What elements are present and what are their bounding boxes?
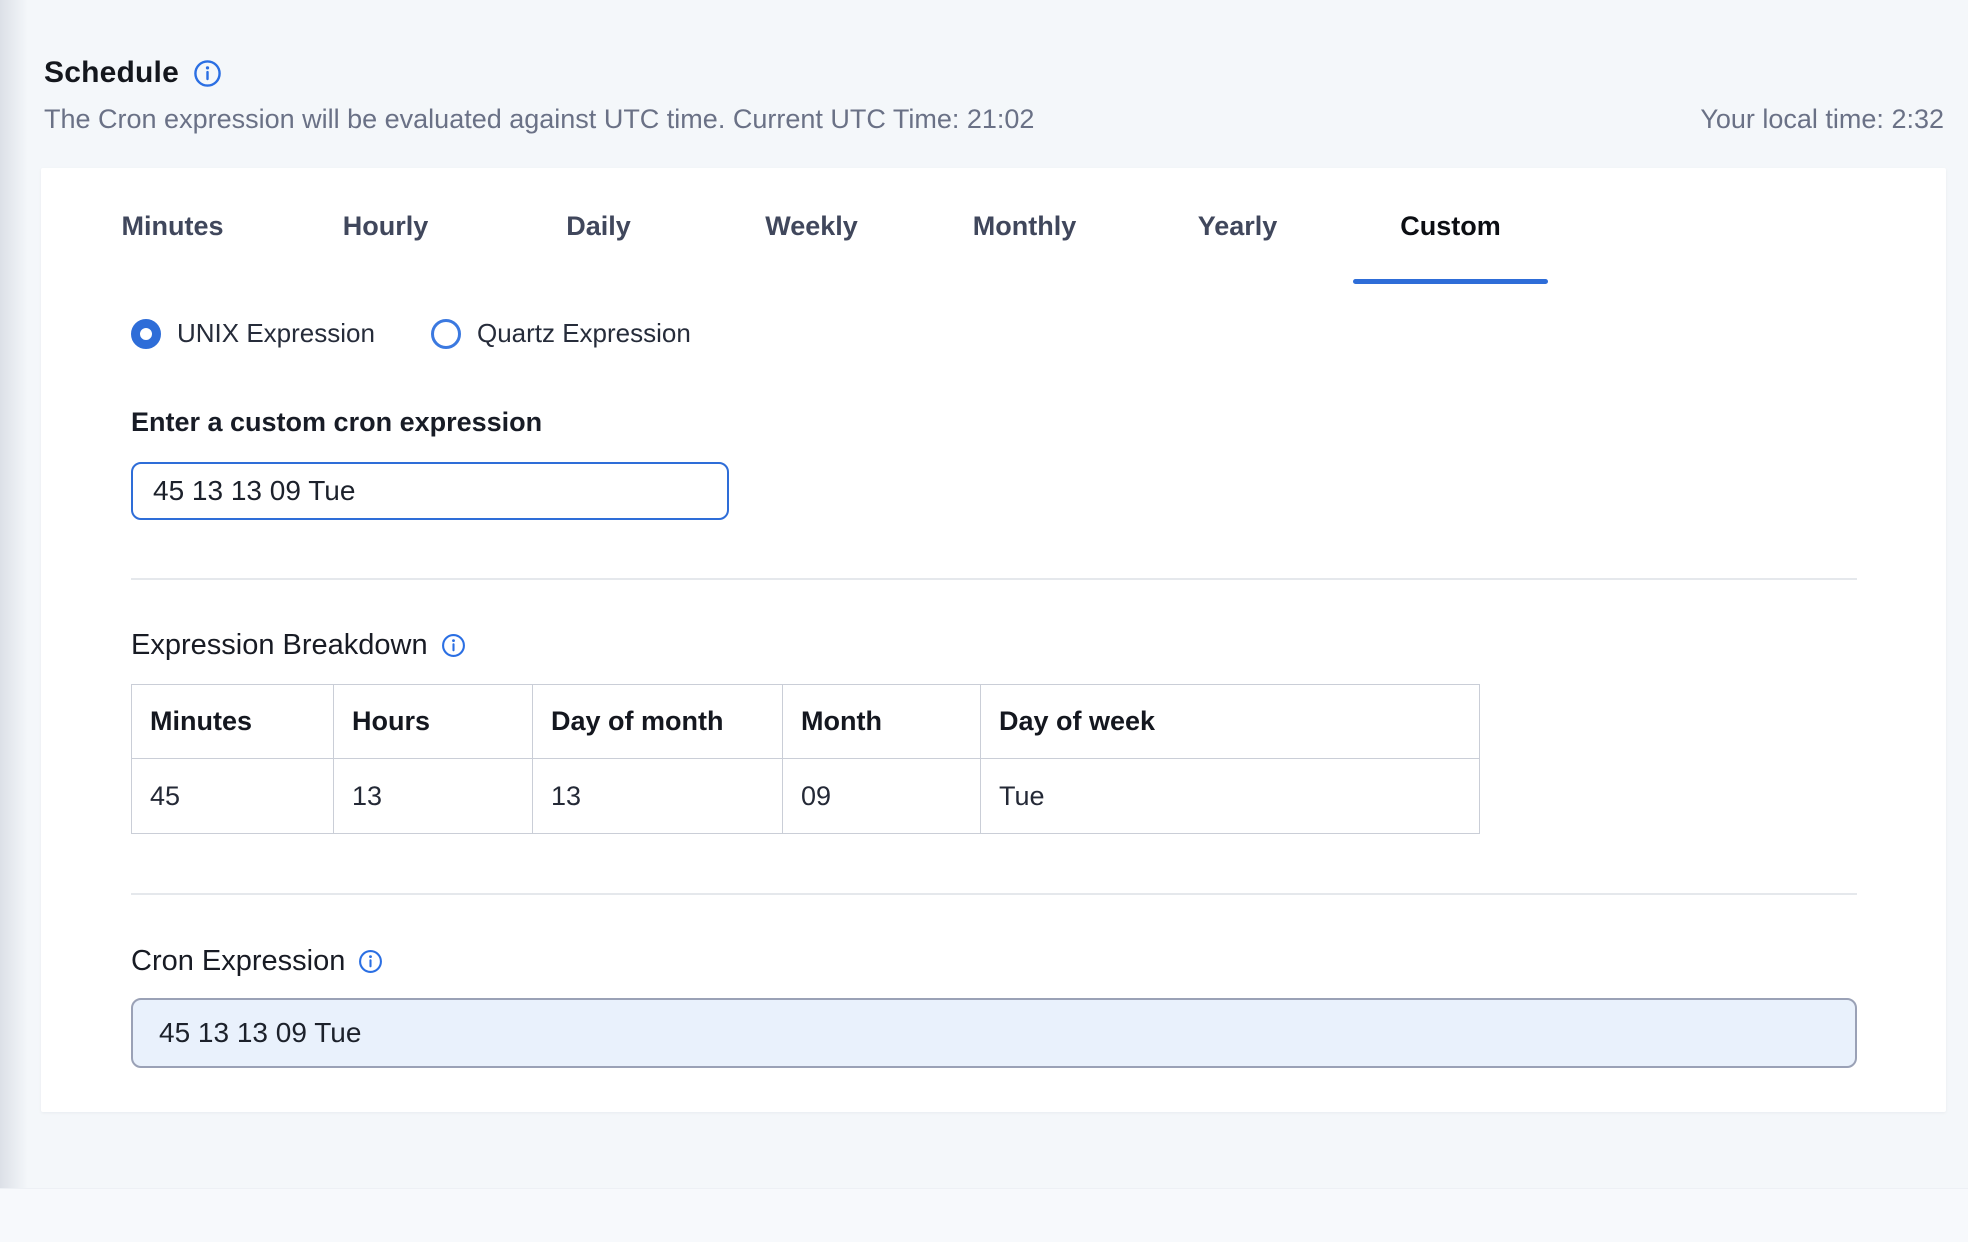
radio-selected-icon bbox=[131, 318, 161, 349]
cron-expression-output[interactable] bbox=[131, 998, 1857, 1068]
cron-expression-info-icon[interactable] bbox=[358, 949, 383, 974]
tab-minutes[interactable]: Minutes bbox=[121, 210, 224, 241]
tab-yearly[interactable]: Yearly bbox=[1197, 210, 1278, 241]
cell-day-of-week: Tue bbox=[980, 758, 1480, 834]
col-header-day-of-month: Day of month bbox=[532, 684, 783, 759]
radio-quartz-label: Quartz Expression bbox=[476, 318, 691, 348]
page-title: Schedule bbox=[44, 56, 179, 89]
tab-weekly[interactable]: Weekly bbox=[765, 210, 858, 241]
tab-daily[interactable]: Daily bbox=[566, 210, 631, 241]
breakdown-title: Expression Breakdown bbox=[131, 629, 428, 661]
radio-quartz-expression[interactable]: Quartz Expression bbox=[430, 318, 691, 349]
tab-custom[interactable]: Custom bbox=[1344, 182, 1557, 284]
col-header-month: Month bbox=[782, 684, 981, 759]
cron-input-label: Enter a custom cron expression bbox=[131, 407, 543, 437]
cell-month: 09 bbox=[782, 758, 981, 834]
breakdown-heading: Expression Breakdown bbox=[131, 629, 466, 662]
schedule-header: Schedule The Cron expression will be eva… bbox=[44, 56, 1944, 135]
utc-subtitle: The Cron expression will be evaluated ag… bbox=[44, 104, 1035, 134]
divider bbox=[131, 578, 1857, 580]
next-section-background bbox=[0, 1188, 1968, 1242]
cell-minutes: 45 bbox=[131, 758, 334, 834]
cell-hours: 13 bbox=[333, 758, 533, 834]
local-time: Your local time: 2:32 bbox=[1700, 104, 1944, 134]
col-header-minutes: Minutes bbox=[131, 684, 334, 759]
breakdown-header-row: Minutes Hours Day of month Month Day of … bbox=[131, 684, 1480, 759]
tab-monthly[interactable]: Monthly bbox=[972, 210, 1077, 241]
radio-unix-label: UNIX Expression bbox=[177, 318, 375, 348]
cron-expression-title: Cron Expression bbox=[131, 945, 346, 977]
tab-hourly[interactable]: Hourly bbox=[342, 210, 429, 241]
breakdown-value-row: 45 13 13 09 Tue bbox=[131, 758, 1480, 834]
col-header-hours: Hours bbox=[333, 684, 533, 759]
cron-expression-heading: Cron Expression bbox=[131, 945, 383, 978]
radio-unix-expression[interactable]: UNIX Expression bbox=[131, 318, 375, 349]
breakdown-table: Minutes Hours Day of month Month Day of … bbox=[131, 684, 1480, 834]
cron-expression-input[interactable] bbox=[131, 462, 729, 520]
schedule-info-icon[interactable] bbox=[193, 59, 222, 88]
divider bbox=[131, 893, 1857, 895]
cell-day-of-month: 13 bbox=[532, 758, 783, 834]
col-header-day-of-week: Day of week bbox=[980, 684, 1480, 759]
schedule-tabs: Minutes Hourly Daily Weekly Monthly Year… bbox=[66, 182, 1557, 284]
schedule-card: Minutes Hourly Daily Weekly Monthly Year… bbox=[41, 168, 1946, 1112]
breakdown-info-icon[interactable] bbox=[441, 633, 466, 658]
radio-unselected-icon bbox=[430, 318, 461, 349]
left-edge-shadow bbox=[0, 0, 28, 1242]
expression-type-radio-group: UNIX Expression Quartz Expression bbox=[131, 318, 691, 349]
